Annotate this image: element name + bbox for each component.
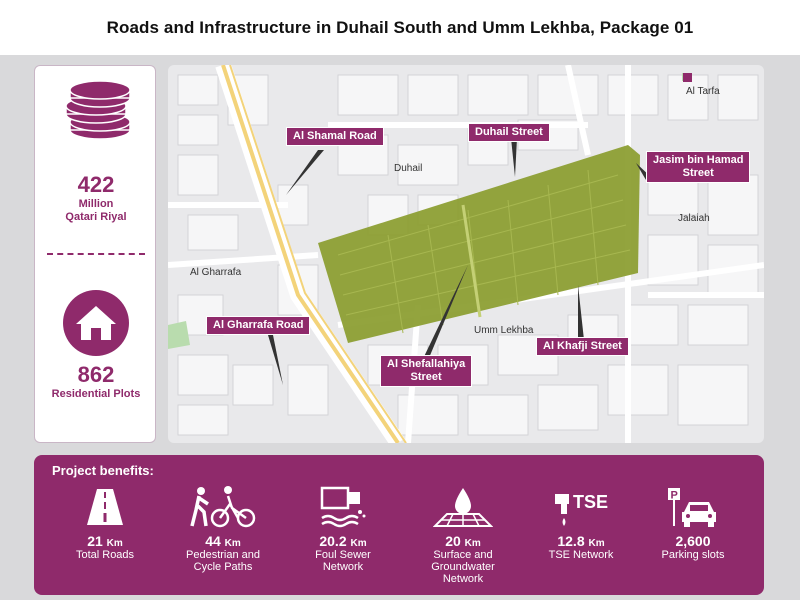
pedestrian-label-1: Pedestrian and <box>186 549 260 561</box>
benefits-panel: Project benefits: 21 Km Total Roads <box>34 455 764 595</box>
pedestrian-value: 44 <box>205 533 221 549</box>
cost-unit-1: Million <box>78 198 114 210</box>
map-panel: Al Shamal Road Duhail Street Jasim bin H… <box>168 65 764 443</box>
label-al-shefallahiya-street: Al Shefallahiya Street <box>380 355 473 387</box>
parking-value: 2,600 <box>675 533 711 549</box>
benefit-parking: P 2,600 Parking slots <box>634 485 752 561</box>
label-al-gharrafa-road: Al Gharrafa Road <box>206 316 311 335</box>
pedestrian-unit: Km <box>224 538 241 549</box>
benefit-pedestrian: 44 Km Pedestrian and Cycle Paths <box>164 485 282 573</box>
groundwater-label-3: Network <box>442 573 484 585</box>
label-al-khafji-street: Al Khafji Street <box>536 337 629 356</box>
groundwater-value: 20 <box>445 533 461 549</box>
sewer-icon <box>320 486 366 528</box>
area-al-tarfa: Al Tarfa <box>686 86 720 97</box>
label-pointers <box>265 138 652 385</box>
sewer-unit: Km <box>350 538 367 549</box>
pedestrian-label-2: Cycle Paths <box>193 561 253 573</box>
label-duhail-street: Duhail Street <box>468 123 550 142</box>
page-title: Roads and Infrastructure in Duhail South… <box>106 17 694 37</box>
pedestrian-cycle-icon <box>190 486 256 528</box>
benefit-roads: 21 Km Total Roads <box>46 485 164 561</box>
tse-value: 12.8 <box>557 533 585 549</box>
benefit-groundwater: 20 Km Surface and Groundwater Network <box>404 485 522 585</box>
park <box>168 321 190 349</box>
sewer-label-2: Network <box>322 561 364 573</box>
cost-stat: 422 Million Qatari Riyal <box>35 172 157 224</box>
parking-car-icon: P <box>668 488 716 527</box>
plots-label: Residential Plots <box>51 388 141 400</box>
roads-value: 21 <box>87 533 103 549</box>
sewer-label-1: Foul Sewer <box>315 549 371 561</box>
project-area-plots <box>337 169 631 334</box>
parking-label: Parking slots <box>661 549 725 561</box>
project-area <box>318 145 640 343</box>
stats-panel: 422 Million Qatari Riyal 862 Residential… <box>34 65 156 443</box>
tse-label: TSE Network <box>548 549 614 561</box>
area-al-gharrafa: Al Gharrafa <box>190 267 242 278</box>
plots-value: 862 <box>77 362 115 387</box>
area-jalaiah: Jalaiah <box>678 213 710 224</box>
tse-tap-icon: TSE <box>555 492 608 526</box>
tse-icon-text: TSE <box>573 492 608 512</box>
cost-unit-2: Qatari Riyal <box>65 211 127 223</box>
tse-unit: Km <box>588 538 605 549</box>
area-duhail: Duhail <box>394 163 423 174</box>
divider <box>47 253 145 255</box>
al-shamal-highway <box>215 65 407 443</box>
plots-stat: 862 Residential Plots <box>35 362 157 401</box>
parking-icon-text: P <box>671 490 678 502</box>
title-bar: Roads and Infrastructure in Duhail South… <box>0 0 800 55</box>
groundwater-label-2: Groundwater <box>431 561 495 573</box>
roads-unit: Km <box>106 538 123 549</box>
area-umm-lekhba: Umm Lekhba <box>474 325 534 336</box>
groundwater-label-1: Surface and <box>433 549 493 561</box>
label-jasim-bin-hamad-street: Jasim bin Hamad Street <box>646 151 751 183</box>
water-drop-icon <box>433 488 493 527</box>
benefit-sewer: 20.2 Km Foul Sewer Network <box>284 485 402 573</box>
cost-value: 422 <box>77 172 115 197</box>
benefit-tse: TSE 12.8 Km TSE Network <box>522 485 640 561</box>
benefits-title: Project benefits: <box>52 463 154 478</box>
groundwater-unit: Km <box>464 538 481 549</box>
roads-label: Total Roads <box>75 549 135 561</box>
sewer-value: 20.2 <box>319 533 347 549</box>
coins-icon <box>65 80 131 140</box>
house-icon <box>63 290 129 356</box>
label-al-shamal-road: Al Shamal Road <box>286 127 384 146</box>
road-icon <box>87 489 123 525</box>
parking-marker-icon <box>683 73 692 82</box>
